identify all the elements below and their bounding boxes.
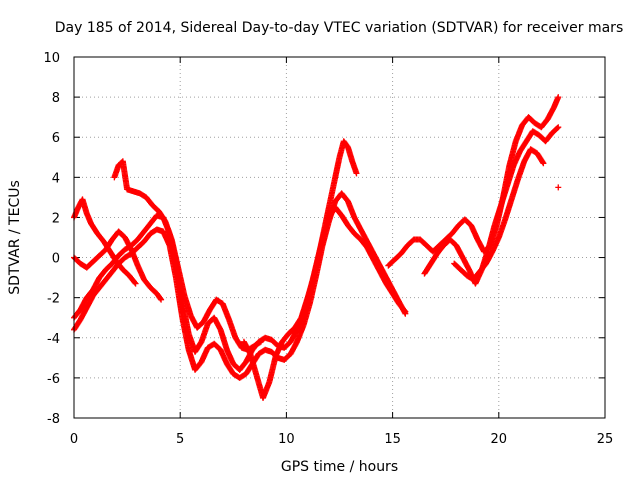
data-points — [71, 94, 562, 401]
y-tick-label: -6 — [47, 372, 60, 387]
y-tick-label: -2 — [47, 292, 60, 307]
series-s6 — [240, 138, 360, 401]
y-tick-label: 4 — [52, 171, 60, 186]
y-tick-label: 6 — [52, 131, 60, 146]
series-s2 — [71, 190, 409, 381]
data-point-3 — [257, 338, 264, 345]
y-tick-label: -4 — [47, 332, 60, 347]
data-point-1 — [402, 310, 409, 317]
x-tick-label: 5 — [176, 432, 184, 447]
data-point-7 — [554, 125, 561, 132]
y-axis-label: SDTVAR / TECUs — [7, 180, 23, 295]
y-tick-label: 8 — [52, 91, 60, 106]
series-s5 — [71, 196, 139, 287]
data-point-6 — [555, 94, 562, 101]
data-point-4 — [131, 279, 138, 286]
data-point-2 — [158, 296, 165, 303]
series-s9 — [451, 146, 547, 283]
data-point-7 — [555, 124, 562, 131]
y-tick-label: 10 — [43, 51, 60, 66]
x-tick-label: 10 — [278, 432, 295, 447]
data-point-8 — [540, 160, 547, 167]
x-tick-label: 20 — [491, 432, 508, 447]
y-tick-label: 2 — [52, 211, 60, 226]
x-tick-label: 0 — [70, 432, 78, 447]
data-point-5 — [353, 170, 360, 177]
ticks: 0 5 10 15 20 25 -8 -6 -4 -2 0 2 4 6 8 10 — [43, 51, 613, 447]
data-point-3 — [256, 339, 263, 346]
plot-frame — [73, 56, 606, 419]
y-tick-label: 0 — [52, 252, 60, 267]
x-tick-label: 25 — [597, 432, 614, 447]
x-axis-label: GPS time / hours — [281, 459, 398, 475]
chart-title: Day 185 of 2014, Sidereal Day-to-day VTE… — [55, 20, 623, 36]
series-s4 — [111, 158, 264, 353]
y-tick-label: -8 — [47, 412, 60, 427]
data-point-4 — [132, 280, 139, 287]
data-point-2 — [157, 295, 164, 302]
data-point-9 — [555, 184, 562, 191]
series-s10 — [555, 184, 562, 191]
x-tick-label: 15 — [384, 432, 401, 447]
